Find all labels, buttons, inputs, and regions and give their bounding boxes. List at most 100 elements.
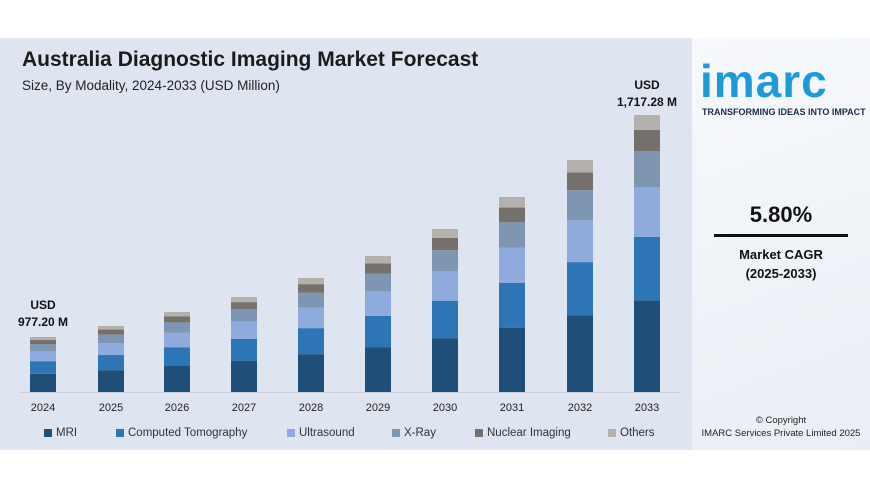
bar-segment-2029-ultrasound xyxy=(365,291,391,316)
bar-segment-2024-x-ray xyxy=(30,344,56,352)
bar-segment-2033-others xyxy=(634,115,660,130)
legend-label: Computed Tomography xyxy=(128,427,248,439)
bar-segment-2033-nuclear-imaging xyxy=(634,129,660,152)
annotation-value: 977.20 M xyxy=(17,315,69,329)
bar-segment-2028-mri xyxy=(298,354,324,392)
bar-segment-2024-computed-tomography xyxy=(30,361,56,374)
legend-label: Nuclear Imaging xyxy=(487,427,571,439)
legend-item: MRI xyxy=(44,426,77,440)
legend-swatch xyxy=(116,429,124,437)
legend-item: Computed Tomography xyxy=(116,426,247,440)
bar-segment-2025-x-ray xyxy=(98,334,124,344)
annotation-2024: USD 977.20 M xyxy=(10,297,76,331)
bar-segment-2028-others xyxy=(298,277,324,285)
bar-segment-2025-nuclear-imaging xyxy=(98,329,124,335)
chart-title: Australia Diagnostic Imaging Market Fore… xyxy=(22,48,479,71)
bar-segment-2032-ultrasound xyxy=(567,220,593,263)
legend-swatch xyxy=(392,429,400,437)
info-panel xyxy=(692,38,870,450)
bar-segment-2030-mri xyxy=(432,338,458,392)
bar-segment-2026-computed-tomography xyxy=(164,347,190,366)
legend-label: Ultrasound xyxy=(299,427,355,439)
bar-segment-2028-computed-tomography xyxy=(298,328,324,355)
bar-segment-2030-ultrasound xyxy=(432,271,458,301)
copyright-line1: © Copyright xyxy=(755,415,807,426)
bar-segment-2028-x-ray xyxy=(298,292,324,308)
bar-segment-2026-ultrasound xyxy=(164,332,190,348)
bar-segment-2025-others xyxy=(98,325,124,330)
bar-segment-2031-computed-tomography xyxy=(499,282,525,328)
bar-segment-2026-mri xyxy=(164,365,190,392)
legend-item: Nuclear Imaging xyxy=(475,426,571,440)
bar-segment-2027-nuclear-imaging xyxy=(231,302,257,310)
bar-segment-2031-nuclear-imaging xyxy=(499,207,525,223)
bar-segment-2029-others xyxy=(365,256,391,264)
legend-label: MRI xyxy=(56,427,78,439)
annotation-value: 1,717.28 M xyxy=(616,95,678,109)
bar-segment-2031-others xyxy=(499,197,525,208)
bar-segment-2033-ultrasound xyxy=(634,187,660,237)
x-tick-label: 2030 xyxy=(433,402,457,414)
x-tick-label: 2033 xyxy=(635,402,659,414)
bar-segment-2032-others xyxy=(567,160,593,173)
x-tick-label: 2026 xyxy=(165,402,189,414)
annotation-currency: USD xyxy=(634,78,660,92)
bar-segment-2024-nuclear-imaging xyxy=(30,339,56,345)
bar-segment-2033-mri xyxy=(634,300,660,392)
cagr-value: 5.80% xyxy=(749,202,813,227)
legend-swatch xyxy=(44,429,52,437)
bar-segment-2025-ultrasound xyxy=(98,343,124,356)
imarc-logo: imarc xyxy=(700,55,828,107)
bar-segment-2027-ultrasound xyxy=(231,321,257,339)
bar-segment-2025-mri xyxy=(98,370,124,392)
bar-segment-2027-computed-tomography xyxy=(231,338,257,361)
bar-segment-2024-ultrasound xyxy=(30,351,56,362)
bar-segment-2030-computed-tomography xyxy=(432,300,458,339)
bar-segment-2024-mri xyxy=(30,373,56,392)
annotation-currency: USD xyxy=(30,298,56,312)
stacked-bar-chart: 2024 2025 2026 2027 2028 2029 2030 2031 2032 2033 xyxy=(20,115,680,414)
bar-segment-2024-others xyxy=(30,337,56,340)
annotation-2033: USD 1,717.28 M xyxy=(608,77,686,111)
brand-tagline: TRANSFORMING IDEAS INTO IMPACT xyxy=(702,107,866,117)
bar-segment-2029-computed-tomography xyxy=(365,315,391,348)
bar-segment-2031-ultrasound xyxy=(499,247,525,283)
bar-segment-2029-mri xyxy=(365,347,391,392)
x-tick-label: 2024 xyxy=(31,402,55,414)
bar-segment-2027-others xyxy=(231,297,257,303)
legend-label: Others xyxy=(620,427,655,439)
bar-segment-2030-nuclear-imaging xyxy=(432,237,458,251)
copyright: © Copyright IMARC Services Private Limit… xyxy=(692,414,870,440)
legend-swatch xyxy=(608,429,616,437)
cagr-period: (2025-2033) xyxy=(745,266,817,281)
bar-segment-2025-computed-tomography xyxy=(98,355,124,371)
bar-segment-2028-nuclear-imaging xyxy=(298,284,324,293)
bar-segment-2026-nuclear-imaging xyxy=(164,316,190,323)
bar-segment-2026-x-ray xyxy=(164,322,190,333)
legend-label: X-Ray xyxy=(404,427,436,439)
bar-segment-2027-mri xyxy=(231,360,257,392)
bar-segment-2032-computed-tomography xyxy=(567,262,593,316)
x-tick-label: 2031 xyxy=(500,402,524,414)
bar-segment-2032-nuclear-imaging xyxy=(567,172,593,191)
x-tick-label: 2028 xyxy=(299,402,323,414)
bar-segment-2031-x-ray xyxy=(499,222,525,248)
bar-segment-2031-mri xyxy=(499,327,525,392)
legend-item: Others xyxy=(608,426,655,440)
chart-subtitle: Size, By Modality, 2024-2033 (USD Millio… xyxy=(22,78,280,93)
x-tick-label: 2027 xyxy=(232,402,256,414)
legend-swatch xyxy=(475,429,483,437)
copyright-line2: IMARC Services Private Limited 2025 xyxy=(701,428,861,439)
cagr-label-text: Market CAGR xyxy=(739,247,823,262)
cagr-divider xyxy=(714,234,848,237)
bar-segment-2033-computed-tomography xyxy=(634,236,660,301)
bar-segment-2028-ultrasound xyxy=(298,307,324,329)
legend-item: Ultrasound xyxy=(287,426,355,440)
bar-segment-2026-others xyxy=(164,312,190,317)
bar-segment-2030-others xyxy=(432,229,458,238)
bar-segment-2032-x-ray xyxy=(567,190,593,221)
legend-item: X-Ray xyxy=(392,426,436,440)
bar-segment-2030-x-ray xyxy=(432,250,458,272)
x-tick-label: 2029 xyxy=(366,402,390,414)
bar-segment-2032-mri xyxy=(567,315,593,392)
